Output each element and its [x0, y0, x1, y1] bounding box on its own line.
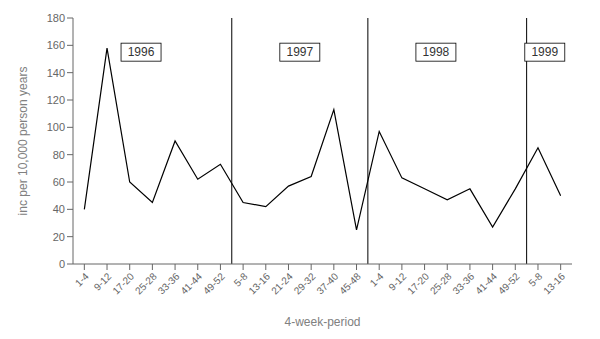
svg-text:17-20: 17-20: [110, 270, 136, 296]
svg-text:1997: 1997: [286, 45, 313, 59]
svg-text:5-8: 5-8: [526, 270, 544, 288]
svg-text:180: 180: [47, 12, 65, 24]
svg-text:20: 20: [53, 231, 65, 243]
svg-text:37-40: 37-40: [314, 270, 340, 296]
svg-text:140: 140: [47, 67, 65, 79]
svg-text:80: 80: [53, 149, 65, 161]
svg-text:5-8: 5-8: [232, 270, 250, 288]
svg-text:9-12: 9-12: [386, 270, 409, 293]
svg-text:13-16: 13-16: [541, 270, 567, 296]
svg-text:33-36: 33-36: [451, 270, 477, 296]
svg-text:25-28: 25-28: [428, 270, 454, 296]
svg-text:41-44: 41-44: [178, 270, 204, 296]
svg-text:1998: 1998: [423, 45, 450, 59]
svg-text:9-12: 9-12: [91, 270, 114, 293]
svg-text:60: 60: [53, 176, 65, 188]
svg-text:1-4: 1-4: [368, 270, 386, 288]
svg-text:49-52: 49-52: [496, 270, 522, 296]
svg-text:29-32: 29-32: [292, 270, 318, 296]
svg-text:25-28: 25-28: [133, 270, 159, 296]
svg-text:13-16: 13-16: [246, 270, 272, 296]
svg-text:4-week-period: 4-week-period: [284, 315, 360, 329]
svg-text:1996: 1996: [128, 45, 155, 59]
svg-text:inc per 10,000 person years: inc per 10,000 person years: [16, 67, 30, 216]
svg-text:40: 40: [53, 203, 65, 215]
svg-text:160: 160: [47, 39, 65, 51]
svg-text:45-48: 45-48: [337, 270, 363, 296]
svg-text:21-24: 21-24: [269, 270, 295, 296]
svg-text:1999: 1999: [531, 45, 558, 59]
svg-text:49-52: 49-52: [201, 270, 227, 296]
svg-text:1-4: 1-4: [73, 270, 91, 288]
svg-text:100: 100: [47, 121, 65, 133]
svg-text:0: 0: [59, 258, 65, 270]
svg-text:33-36: 33-36: [156, 270, 182, 296]
svg-text:120: 120: [47, 94, 65, 106]
svg-text:41-44: 41-44: [473, 270, 499, 296]
svg-text:17-20: 17-20: [405, 270, 431, 296]
